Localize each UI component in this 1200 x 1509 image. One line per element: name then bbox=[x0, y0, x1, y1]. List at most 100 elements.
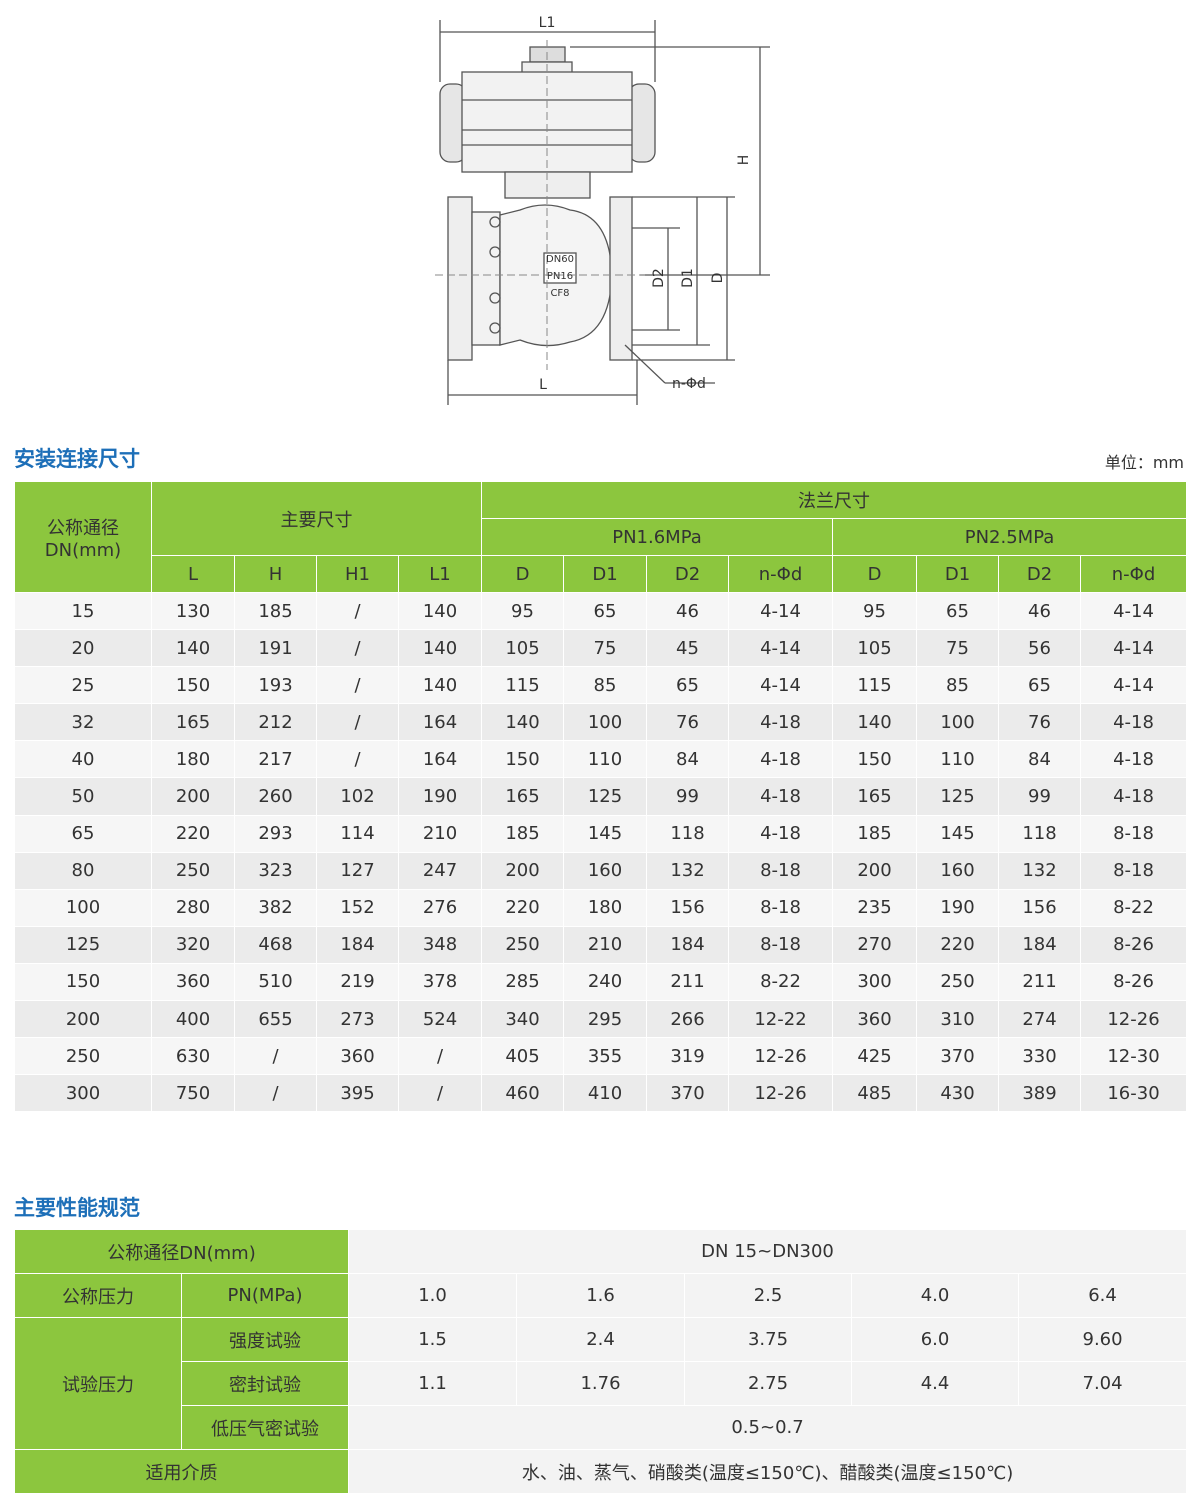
header-cell: D1 bbox=[916, 555, 999, 593]
table-cell: 8-18 bbox=[728, 925, 833, 964]
table-cell: 150 bbox=[151, 666, 235, 705]
table-row: 250 630/360/405 355 319 12-26 425 370 330 12-30 bbox=[14, 1037, 1187, 1076]
body-mark: PN16 bbox=[547, 271, 573, 282]
table-cell: 115 bbox=[832, 666, 917, 705]
table-cell: 185 bbox=[234, 591, 317, 631]
table-row: 125 320 468 184 348 250 210 184 8-18 270 220 184 8-2… bbox=[14, 925, 1187, 964]
table-row: 80 250 323 127 247 200 160 132 8-18 200 160 132 8-18 bbox=[14, 851, 1187, 890]
dim-label: H bbox=[736, 155, 752, 166]
table-cell: 184 bbox=[646, 925, 729, 964]
table-cell: 65 bbox=[646, 666, 729, 705]
table-cell: 12-26 bbox=[728, 1074, 833, 1113]
value-cell: 1.5 bbox=[348, 1317, 518, 1362]
table-cell: / bbox=[316, 703, 399, 742]
table-cell: 285 bbox=[481, 962, 564, 1002]
table-cell: 320 bbox=[151, 925, 235, 964]
table-cell: 274 bbox=[998, 1000, 1081, 1039]
table-cell: 485 bbox=[832, 1074, 917, 1113]
table-cell: 12-30 bbox=[1080, 1037, 1187, 1076]
table-cell: 65 bbox=[14, 814, 152, 853]
table-cell: 300 bbox=[14, 1074, 152, 1113]
dim-label: D bbox=[710, 273, 726, 284]
body-mark: DN60 bbox=[546, 254, 574, 265]
dim-label: L1 bbox=[539, 15, 556, 31]
table-cell: 105 bbox=[481, 629, 564, 668]
table-cell: 140 bbox=[151, 629, 235, 668]
table-cell: 190 bbox=[398, 777, 482, 816]
table-cell: 76 bbox=[998, 703, 1081, 742]
table-cell: 156 bbox=[998, 888, 1081, 927]
table-cell: 389 bbox=[998, 1074, 1081, 1113]
header-cell: PN1.6MPa bbox=[481, 518, 833, 556]
table-cell: 130 bbox=[151, 591, 235, 631]
table-cell: 319 bbox=[646, 1037, 729, 1076]
table-cell: 156 bbox=[646, 888, 729, 927]
table-cell: 140 bbox=[398, 629, 482, 668]
dimension-table: 公称通径 DN(mm) 主要尺寸 法兰尺寸 PN1.6MPa PN2.5MPa L… bbox=[14, 481, 1187, 1113]
table-cell: 65 bbox=[916, 591, 999, 631]
table-cell: 12-22 bbox=[728, 1000, 833, 1039]
table-cell: 425 bbox=[832, 1037, 917, 1076]
section-title: 主要性能规范 bbox=[14, 1196, 140, 1220]
value-cell: 1.6 bbox=[516, 1273, 686, 1318]
header-cell: L1 bbox=[398, 555, 482, 593]
table-cell: 460 bbox=[481, 1074, 564, 1113]
table-cell: 4-14 bbox=[728, 629, 833, 668]
table-cell: 8-18 bbox=[728, 888, 833, 927]
table-cell: 165 bbox=[481, 777, 564, 816]
table-cell: 56 bbox=[998, 629, 1081, 668]
value-cell: 4.4 bbox=[851, 1361, 1020, 1406]
table-cell: 270 bbox=[832, 925, 917, 964]
table-cell: 400 bbox=[151, 1000, 235, 1039]
table-cell: 330 bbox=[998, 1037, 1081, 1076]
table-cell: 180 bbox=[563, 888, 647, 927]
table-cell: 468 bbox=[234, 925, 317, 964]
table-cell: 25 bbox=[14, 666, 152, 705]
table-row: 32 165 212/164 140 100 76 4-18 140 100 76 4-18 bbox=[14, 703, 1187, 742]
table-cell: 84 bbox=[646, 740, 729, 779]
table-cell: 395 bbox=[316, 1074, 399, 1113]
table-row: 300 750/395/460 410 370 12-26 485 430 389 16-30 bbox=[14, 1074, 1187, 1113]
value-cell: 4.0 bbox=[851, 1273, 1020, 1318]
table-cell: 4-14 bbox=[1080, 591, 1187, 631]
table-cell: 84 bbox=[998, 740, 1081, 779]
table-cell: 280 bbox=[151, 888, 235, 927]
table-cell: 276 bbox=[398, 888, 482, 927]
table-cell: 378 bbox=[398, 962, 482, 1002]
table-cell: / bbox=[316, 591, 399, 631]
table-cell: 150 bbox=[14, 962, 152, 1002]
table-cell: 12-26 bbox=[1080, 1000, 1187, 1039]
table-cell: 105 bbox=[832, 629, 917, 668]
table-cell: 185 bbox=[481, 814, 564, 853]
table-cell: 85 bbox=[916, 666, 999, 705]
value-cell: 0.5~0.7 bbox=[348, 1405, 1188, 1450]
table-cell: 95 bbox=[832, 591, 917, 631]
table-cell: 293 bbox=[234, 814, 317, 853]
table-cell: 165 bbox=[151, 703, 235, 742]
label-cell: 低压气密试验 bbox=[180, 1405, 350, 1450]
table-cell: 99 bbox=[998, 777, 1081, 816]
table-cell: 115 bbox=[481, 666, 564, 705]
table-cell: 405 bbox=[481, 1037, 564, 1076]
table-cell: 32 bbox=[14, 703, 152, 742]
dim-label: n-Φd bbox=[672, 376, 706, 392]
table-cell: 100 bbox=[14, 888, 152, 927]
header-cell: D bbox=[832, 555, 917, 593]
header-cell: 公称通径 DN(mm) bbox=[14, 481, 152, 593]
table-cell: 8-26 bbox=[1080, 962, 1187, 1002]
table-cell: 4-18 bbox=[1080, 703, 1187, 742]
table-cell: 220 bbox=[481, 888, 564, 927]
table-cell: 4-18 bbox=[728, 740, 833, 779]
header-cell: D1 bbox=[563, 555, 647, 593]
table-cell: 45 bbox=[646, 629, 729, 668]
table-cell: 180 bbox=[151, 740, 235, 779]
table-cell: 75 bbox=[563, 629, 647, 668]
table-cell: 382 bbox=[234, 888, 317, 927]
table-cell: 165 bbox=[832, 777, 917, 816]
table-cell: / bbox=[316, 666, 399, 705]
header-text: DN(mm) bbox=[44, 539, 122, 561]
table-cell: 12-26 bbox=[728, 1037, 833, 1076]
table-cell: 85 bbox=[563, 666, 647, 705]
table-cell: 360 bbox=[832, 1000, 917, 1039]
table-cell: 250 bbox=[481, 925, 564, 964]
